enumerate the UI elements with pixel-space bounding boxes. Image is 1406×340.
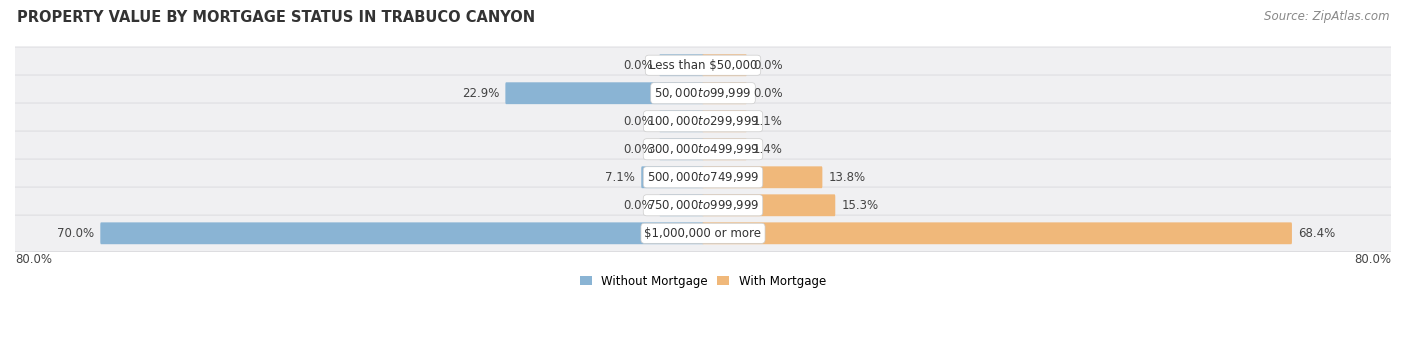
FancyBboxPatch shape	[659, 194, 703, 216]
FancyBboxPatch shape	[703, 222, 1292, 244]
FancyBboxPatch shape	[14, 187, 1392, 223]
FancyBboxPatch shape	[703, 194, 835, 216]
Text: 80.0%: 80.0%	[15, 253, 52, 266]
Text: 22.9%: 22.9%	[461, 87, 499, 100]
Text: 13.8%: 13.8%	[828, 171, 866, 184]
Text: Less than $50,000: Less than $50,000	[648, 59, 758, 72]
Text: $50,000 to $99,999: $50,000 to $99,999	[654, 86, 752, 100]
Text: 15.3%: 15.3%	[841, 199, 879, 212]
Text: 70.0%: 70.0%	[58, 227, 94, 240]
Text: 1.4%: 1.4%	[752, 143, 783, 156]
FancyBboxPatch shape	[659, 54, 703, 76]
Text: 0.0%: 0.0%	[623, 199, 654, 212]
FancyBboxPatch shape	[703, 138, 747, 160]
Text: $1,000,000 or more: $1,000,000 or more	[644, 227, 762, 240]
FancyBboxPatch shape	[14, 75, 1392, 112]
FancyBboxPatch shape	[14, 159, 1392, 195]
Text: 0.0%: 0.0%	[752, 59, 783, 72]
Text: 1.1%: 1.1%	[752, 115, 783, 128]
FancyBboxPatch shape	[14, 131, 1392, 168]
FancyBboxPatch shape	[703, 82, 747, 104]
Text: $100,000 to $299,999: $100,000 to $299,999	[647, 114, 759, 128]
Legend: Without Mortgage, With Mortgage: Without Mortgage, With Mortgage	[575, 270, 831, 293]
Text: $750,000 to $999,999: $750,000 to $999,999	[647, 198, 759, 212]
Text: 7.1%: 7.1%	[605, 171, 636, 184]
FancyBboxPatch shape	[641, 166, 703, 188]
FancyBboxPatch shape	[14, 47, 1392, 83]
Text: 80.0%: 80.0%	[1354, 253, 1391, 266]
FancyBboxPatch shape	[703, 110, 747, 132]
Text: 0.0%: 0.0%	[623, 143, 654, 156]
Text: $300,000 to $499,999: $300,000 to $499,999	[647, 142, 759, 156]
FancyBboxPatch shape	[14, 103, 1392, 139]
Text: 0.0%: 0.0%	[623, 59, 654, 72]
Text: 68.4%: 68.4%	[1298, 227, 1336, 240]
FancyBboxPatch shape	[659, 138, 703, 160]
Text: PROPERTY VALUE BY MORTGAGE STATUS IN TRABUCO CANYON: PROPERTY VALUE BY MORTGAGE STATUS IN TRA…	[17, 10, 536, 25]
FancyBboxPatch shape	[14, 215, 1392, 252]
Text: Source: ZipAtlas.com: Source: ZipAtlas.com	[1264, 10, 1389, 23]
FancyBboxPatch shape	[100, 222, 703, 244]
FancyBboxPatch shape	[703, 166, 823, 188]
Text: 0.0%: 0.0%	[623, 115, 654, 128]
FancyBboxPatch shape	[703, 54, 747, 76]
Text: 0.0%: 0.0%	[752, 87, 783, 100]
FancyBboxPatch shape	[505, 82, 703, 104]
Text: $500,000 to $749,999: $500,000 to $749,999	[647, 170, 759, 184]
FancyBboxPatch shape	[659, 110, 703, 132]
